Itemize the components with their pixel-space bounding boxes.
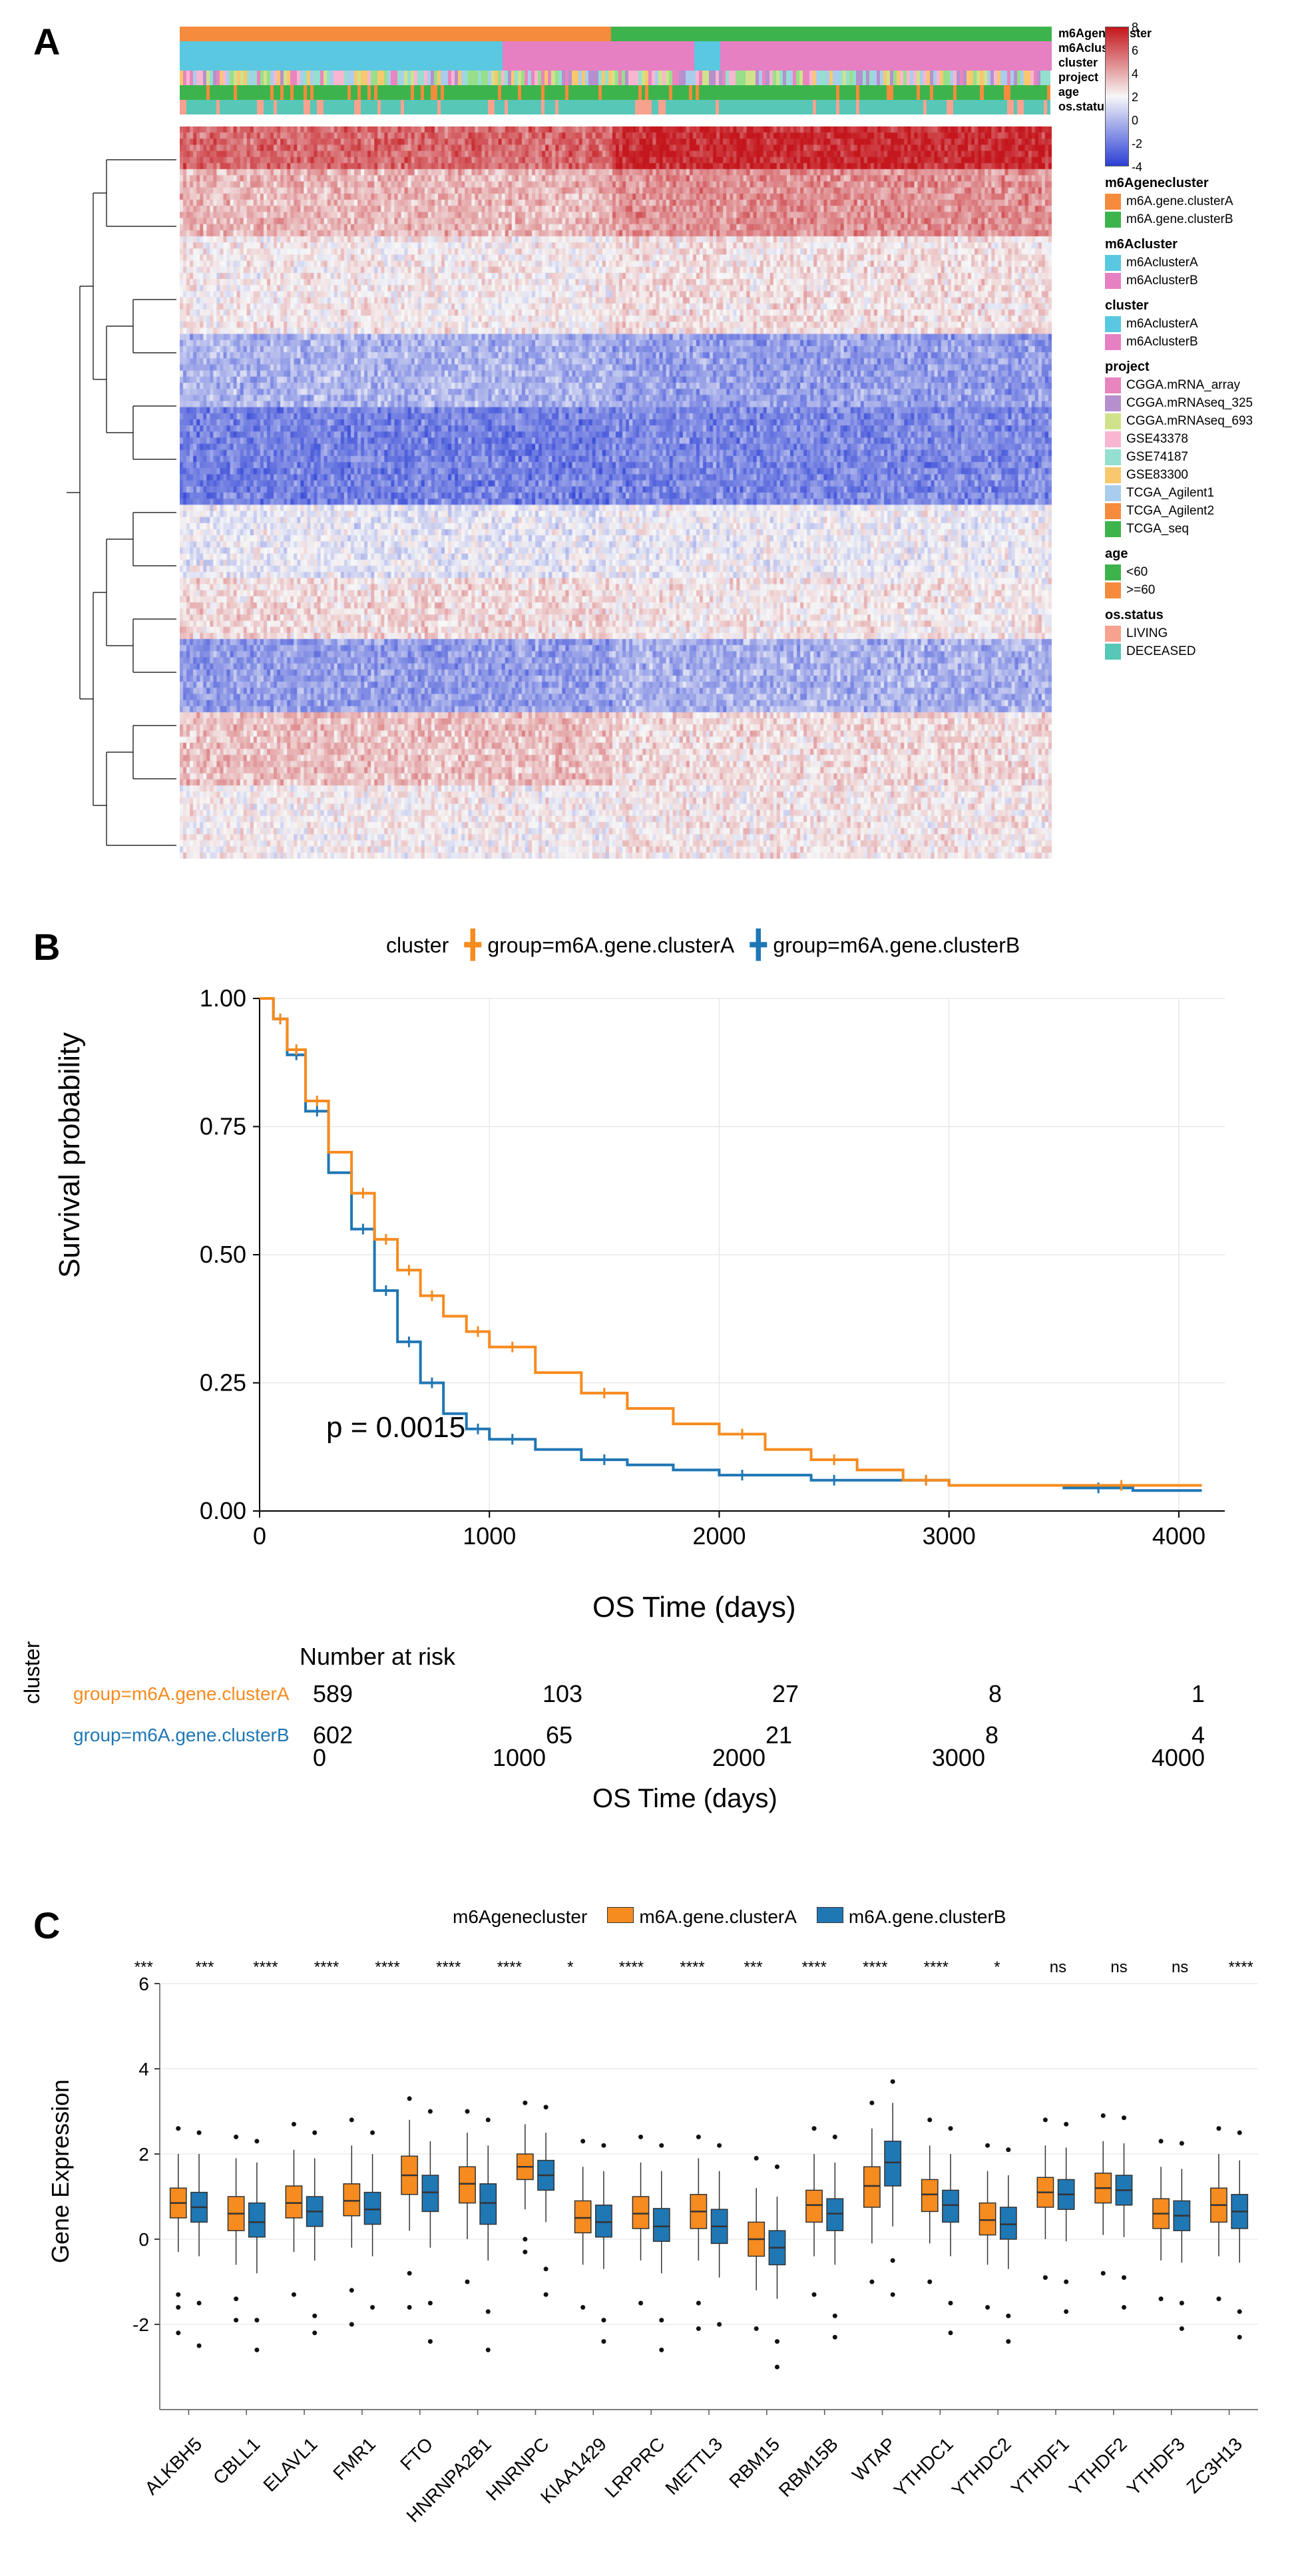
gene-label: YTHDF1 [1007,2434,1074,2500]
gene-label: CBLL1 [209,2434,264,2489]
gene-label: WTAP [848,2434,900,2485]
km-ylabel: Survival probability [53,1032,87,1278]
gene-label: ZC3H13 [1183,2434,1247,2497]
panel-c: C m6Agenecluster m6A.gene.clusterA m6A.g… [13,1897,1308,2563]
gene-label: YTHDC1 [890,2434,958,2501]
box-series-a-label: m6A.gene.clusterA [639,1906,797,1927]
anno-title-project: project [1058,71,1098,85]
colorbar [1105,27,1129,166]
svg-text:1000: 1000 [463,1522,516,1550]
risk-xlabel: OS Time (days) [592,1784,777,1814]
anno-row-m6Agenecluster [180,27,1052,41]
gene-label: FTO [397,2434,438,2475]
anno-title-age: age [1058,85,1079,99]
gene-label: FMR1 [329,2434,380,2485]
legend-age: age<60>=60 [1105,546,1253,598]
svg-text:0: 0 [138,2229,149,2250]
svg-text:0.75: 0.75 [200,1113,246,1140]
legend-os.status: os.statusLIVINGDECEASED [1105,608,1253,660]
km-pvalue: p = 0.0015 [326,1411,465,1444]
dendrogram [67,126,176,859]
legend-m6Acluster: m6Aclusterm6AclusterAm6AclusterB [1105,237,1253,289]
legend-project: projectCGGA.mRNA_arrayCGGA.mRNAseq_325CG… [1105,359,1253,537]
box-x-labels: ALKBH5CBLL1ELAVL1FMR1FTOHNRNPA2B1HNRNPCK… [113,2430,1271,2549]
annotation-tracks [180,27,1052,120]
panel-a: A m6Ageneclusterm6Aclusterclusterproject… [13,13,1308,905]
km-xlabel: OS Time (days) [592,1591,796,1624]
svg-text:4: 4 [138,2059,149,2079]
svg-text:0.50: 0.50 [200,1241,246,1268]
km-series-b-label: group=m6A.gene.clusterB [773,933,1020,958]
svg-text:3000: 3000 [923,1522,976,1550]
legend-cluster: clusterm6AclusterAm6AclusterB [1105,298,1253,350]
heatmap-legend-column: 86420-2-4 m6Ageneclusterm6A.gene.cluster… [1105,27,1253,662]
anno-row-cluster [180,56,1052,71]
risk-table: Number at risk group=m6A.gene.clusterA58… [73,1644,1245,1756]
anno-title-cluster: cluster [1058,56,1098,70]
svg-text:4000: 4000 [1152,1522,1205,1550]
risk-row: group=m6A.gene.clusterA5891032781 [73,1673,1245,1715]
svg-text:2: 2 [138,2144,149,2165]
gene-label: YTHDF3 [1123,2434,1190,2500]
panel-b: B cluster ╋group=m6A.gene.clusterA ╋grou… [13,919,1308,1884]
svg-text:-2: -2 [132,2314,149,2335]
anno-row-project [180,71,1052,85]
gene-label: YTHDC2 [948,2434,1016,2501]
svg-text:0.25: 0.25 [200,1369,246,1396]
box-ylabel: Gene Expression [47,2079,75,2263]
svg-text:1.00: 1.00 [200,985,246,1012]
anno-title-os.status: os.status [1058,100,1111,114]
km-series-a-label: group=m6A.gene.clusterA [487,933,734,958]
gene-label: RBM15 [726,2434,785,2493]
km-legend-title: cluster [386,933,449,958]
gene-label: METTL3 [661,2434,727,2499]
risk-ylabel: cluster [20,1641,45,1704]
gene-label: RBM15B [774,2434,842,2501]
svg-text:0: 0 [253,1522,266,1550]
svg-text:6: 6 [138,1974,149,1994]
gene-label: ALKBH5 [140,2434,206,2499]
anno-row-os.status [180,100,1052,114]
box-legend-title: m6Agenecluster [453,1906,587,1928]
gene-label: LRPPRC [600,2434,669,2502]
box-plot: -2 0 2 4 6 [113,1950,1271,2430]
risk-title: Number at risk [300,1643,455,1671]
panel-b-label: B [33,925,60,968]
km-legend: cluster ╋group=m6A.gene.clusterA ╋group=… [386,932,1020,959]
gene-label: ELAVL1 [260,2434,322,2496]
anno-row-m6Acluster [180,41,1052,56]
box-series-b-label: m6A.gene.clusterB [849,1906,1006,1927]
legend-m6Agenecluster: m6Ageneclusterm6A.gene.clusterAm6A.gene.… [1105,176,1253,228]
anno-row-age [180,85,1052,100]
panel-a-label: A [33,20,60,63]
box-legend: m6Agenecluster m6A.gene.clusterA m6A.gen… [453,1906,1006,1928]
gene-label: YTHDF2 [1065,2434,1132,2500]
km-plot: 0 1000 2000 3000 4000 0.00 0.25 0.50 0.75 1.00 [193,985,1245,1571]
svg-text:0.00: 0.00 [200,1497,246,1524]
panel-c-label: C [33,1904,60,1947]
heatmap [180,126,1052,859]
risk-xaxis: 01000200030004000 [286,1744,1231,1772]
svg-text:2000: 2000 [692,1522,746,1550]
